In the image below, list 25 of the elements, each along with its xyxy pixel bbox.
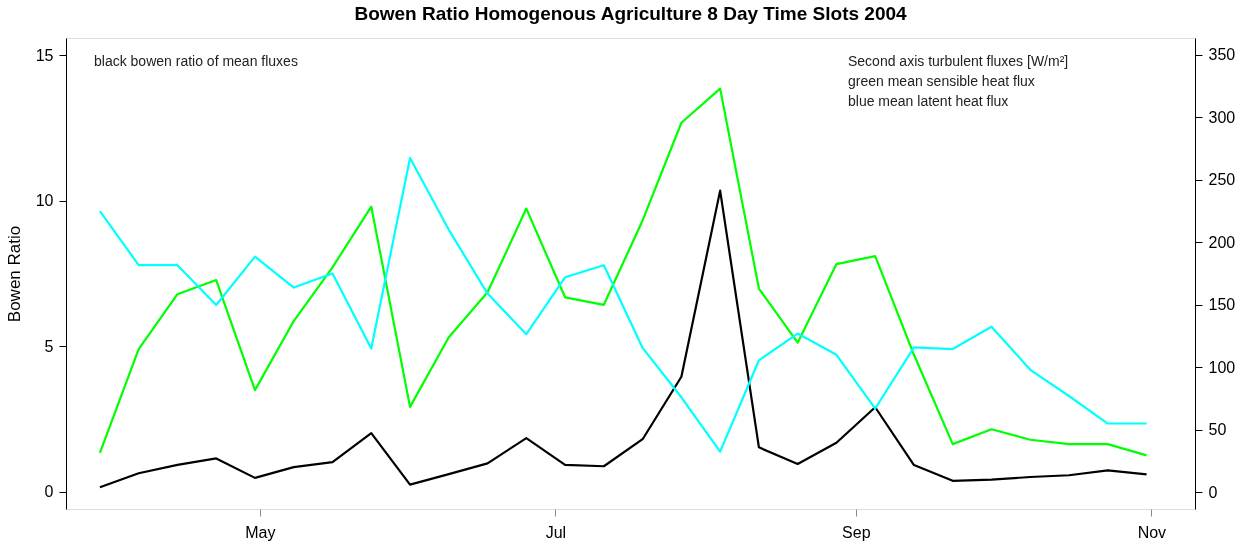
line-series <box>98 156 1148 453</box>
y2-tick-label: 150 <box>1208 296 1236 314</box>
y2-tick-label: 50 <box>1208 421 1227 439</box>
chart-title: Bowen Ratio Homogenous Agriculture 8 Day Time Slots 2004 <box>354 3 908 24</box>
annotation: black bowen ratio of mean fluxes <box>94 53 298 69</box>
y2-tick-label: 250 <box>1208 171 1236 189</box>
y2-tick-label: 0 <box>1208 483 1218 501</box>
y-axis-title: Bowen Ratio <box>4 225 24 323</box>
y-tick-label: 5 <box>44 337 54 355</box>
x-tick-label: Sep <box>842 523 871 541</box>
y2-tick-label: 350 <box>1208 46 1236 64</box>
x-tick-label: Nov <box>1137 523 1167 541</box>
annotation: green mean sensible heat flux <box>848 73 1035 89</box>
line-series <box>98 87 1148 457</box>
annotation: Second axis turbulent fluxes [W/m²] <box>848 53 1069 69</box>
y-tick-label: 10 <box>35 192 54 210</box>
line-series <box>98 189 1148 489</box>
y-tick-label: 0 <box>44 483 54 501</box>
y-tick-label: 15 <box>35 46 54 64</box>
y2-tick-label: 100 <box>1208 358 1236 376</box>
x-tick-label: May <box>245 523 276 541</box>
y2-tick-label: 300 <box>1208 108 1236 126</box>
y2-tick-label: 200 <box>1208 233 1236 251</box>
x-tick-label: Jul <box>545 523 567 541</box>
annotation: blue mean latent heat flux <box>848 93 1009 109</box>
